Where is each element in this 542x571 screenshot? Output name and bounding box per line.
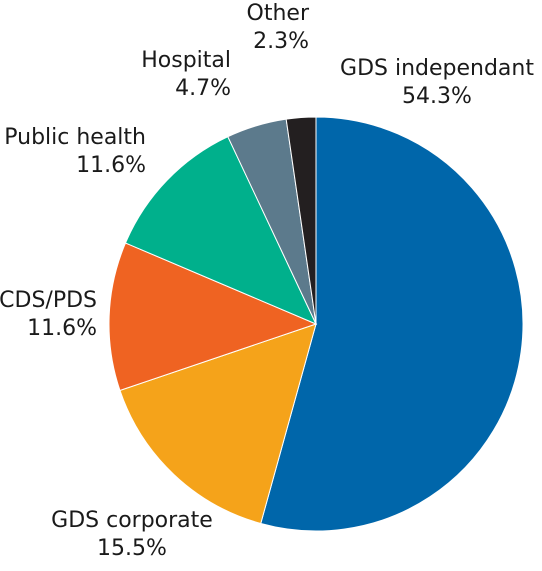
slice-percent-gds-independant: 54.3% xyxy=(402,84,472,109)
slice-percent-gds-corporate: 15.5% xyxy=(97,536,167,561)
slice-percent-public-health: 11.6% xyxy=(76,153,146,178)
slice-percent-cds-pds: 11.6% xyxy=(27,316,97,341)
slice-label-public-health: Public health xyxy=(4,125,146,150)
pie-slice-gds-independant xyxy=(260,116,524,532)
pie-slice-other xyxy=(285,116,317,325)
slice-label-cds-pds: CDS/PDS xyxy=(0,288,97,313)
pie-slices xyxy=(108,116,524,532)
slice-label-gds-independant: GDS independant xyxy=(340,56,534,81)
slice-labels: GDS independant 54.3% GDS corporate 15.5% CD… xyxy=(0,1,534,561)
pie-slice-cds-pds xyxy=(108,242,318,392)
slice-percent-hospital: 4.7% xyxy=(175,76,231,101)
slice-label-gds-corporate: GDS corporate xyxy=(51,508,213,533)
slice-label-other: Other xyxy=(247,1,310,26)
slice-label-hospital: Hospital xyxy=(141,48,231,73)
slice-percent-other: 2.3% xyxy=(253,29,309,54)
pie-slice-public-health xyxy=(124,136,318,325)
